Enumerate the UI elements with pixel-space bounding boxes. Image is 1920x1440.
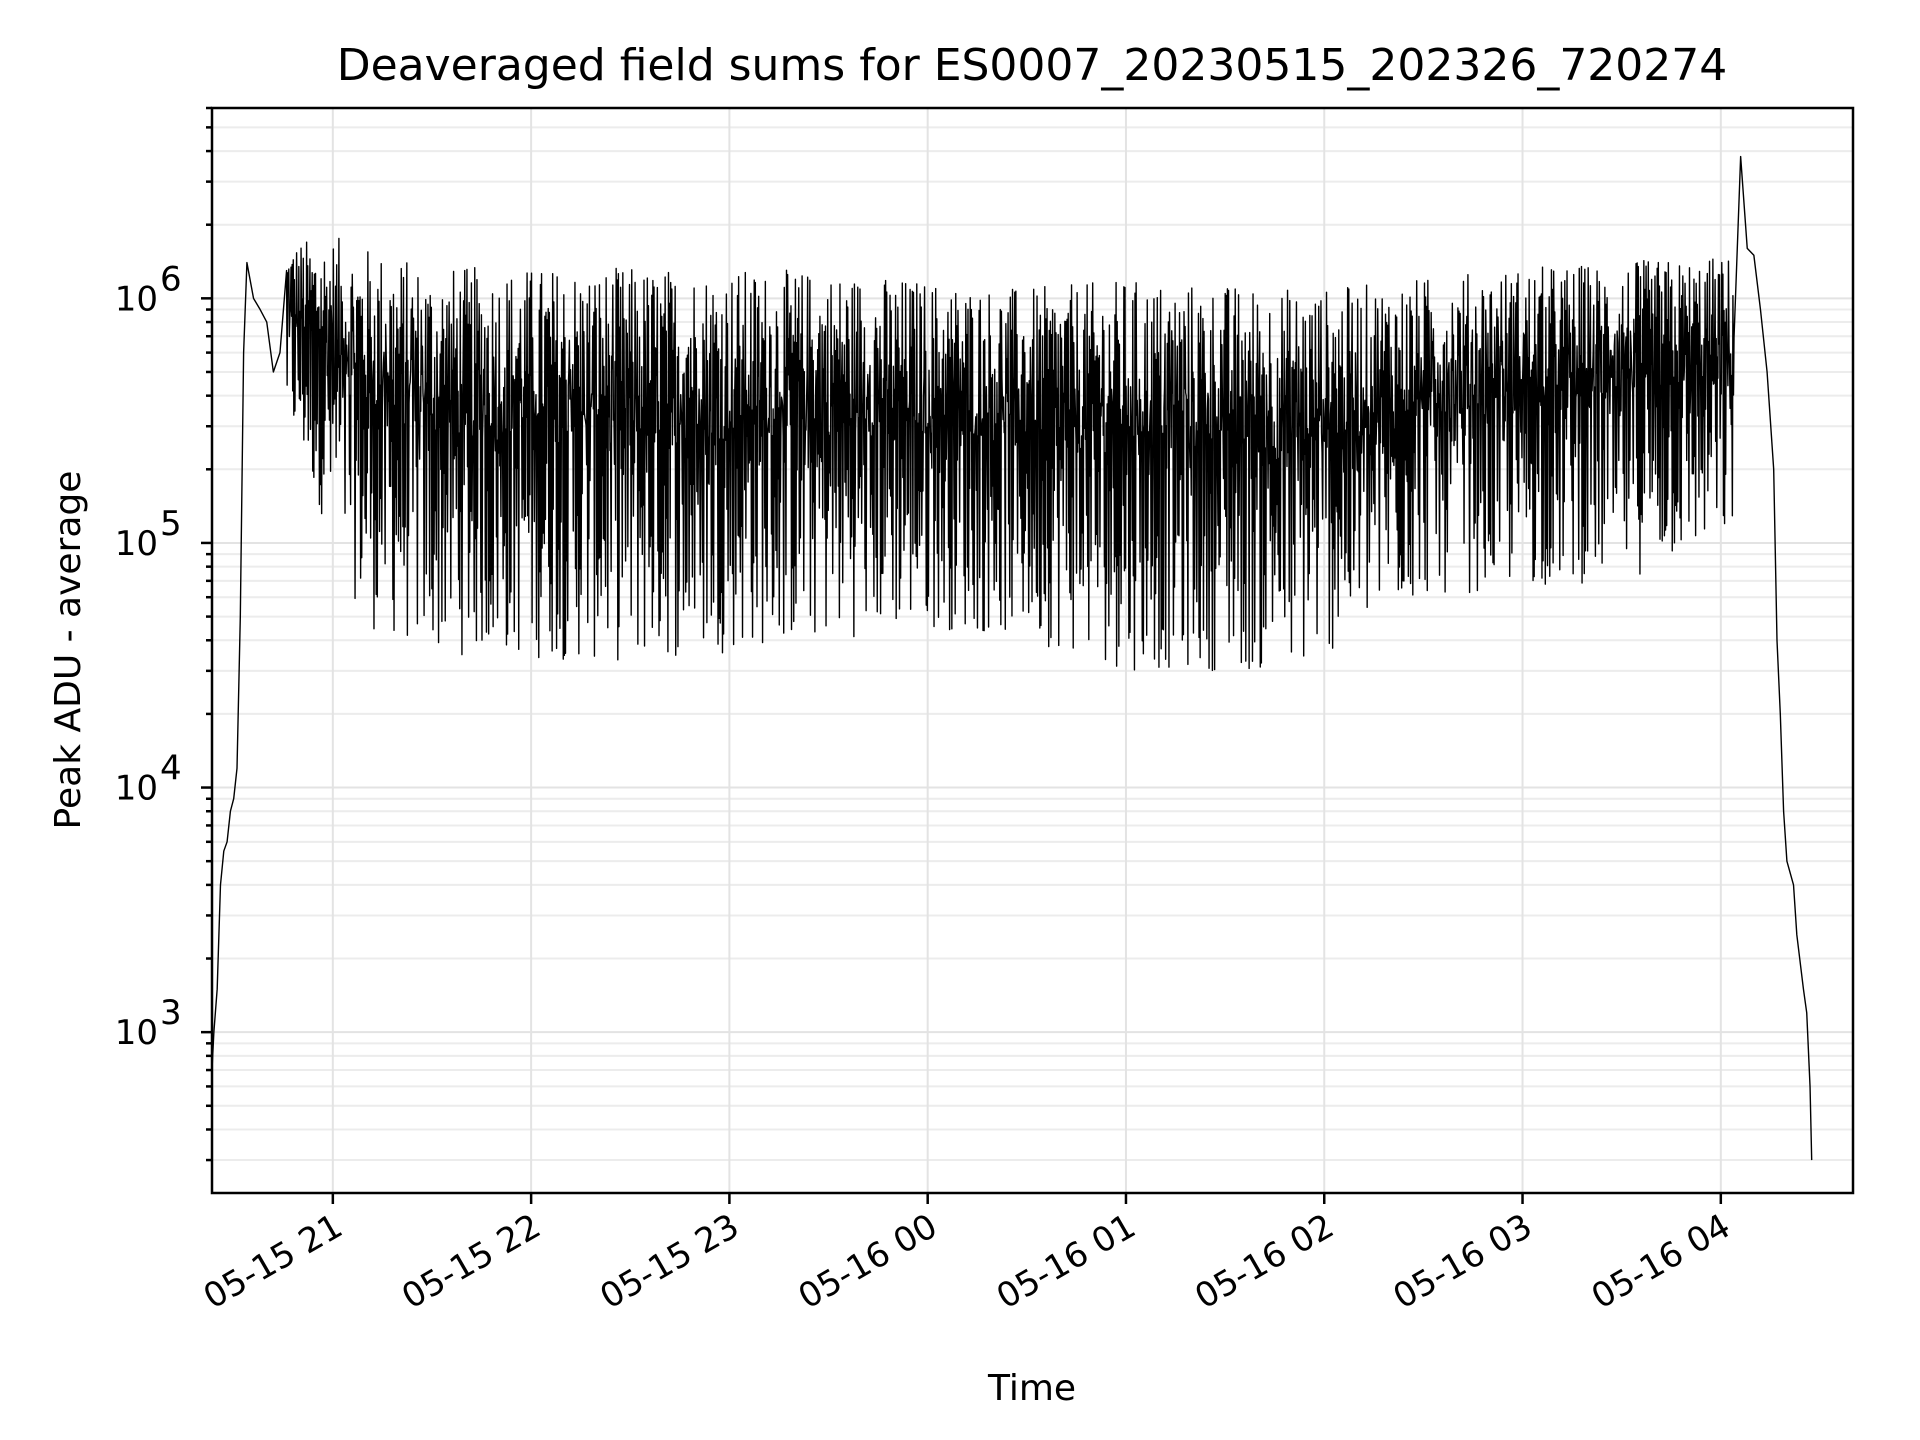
plot-frame [210,106,1855,1195]
series [211,155,1813,1161]
y-tick-exponent: 4 [160,749,182,789]
y-axis-label: Peak ADU - average [48,471,89,830]
x-axis-label: Time [987,1368,1076,1409]
y-tick-label: 10 [115,769,158,809]
y-tick-exponent: 3 [160,993,182,1033]
y-tick-exponent: 5 [160,504,182,544]
y-tick-exponent: 6 [160,259,182,299]
y-tick-label: 10 [115,524,158,564]
series-line [211,155,1813,1161]
chart-title: Deaveraged field sums for ES0007_2023051… [337,40,1728,91]
y-tick-label: 10 [115,279,158,319]
y-tick-label: 10 [115,1013,158,1053]
